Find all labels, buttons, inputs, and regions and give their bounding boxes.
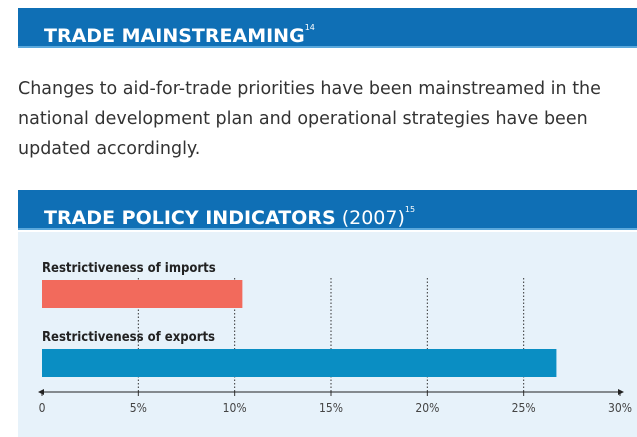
x-tick-label: 25% xyxy=(512,401,536,415)
x-tick-label: 0 xyxy=(39,401,46,415)
x-tick-label: 5% xyxy=(130,401,147,415)
chart-panel xyxy=(18,232,637,437)
chart-year: (2007) xyxy=(341,207,405,229)
bar xyxy=(42,280,243,308)
axis-arrow xyxy=(38,389,44,395)
footnote-ref: 15 xyxy=(404,205,416,214)
footnote-ref: 14 xyxy=(304,23,315,32)
x-tick-label: 15% xyxy=(319,401,343,415)
bar xyxy=(42,349,557,377)
paragraph-line: national development plan and operationa… xyxy=(18,109,588,129)
chart-banner: TRADE POLICY INDICATORS (2007)15 xyxy=(18,190,637,230)
x-tick-label: 10% xyxy=(223,401,247,415)
x-tick-label: 20% xyxy=(415,401,439,415)
section-title: TRADE MAINSTREAMING xyxy=(44,25,305,47)
chart-title: TRADE POLICY INDICATORS xyxy=(44,207,336,229)
bar-label: Restrictiveness of imports xyxy=(42,261,216,276)
section-banner: TRADE MAINSTREAMING14 xyxy=(18,8,637,48)
paragraph: Changes to aid-for-trade priorities have… xyxy=(18,74,601,164)
bar-label: Restrictiveness of exports xyxy=(42,330,215,345)
paragraph-line: Changes to aid-for-trade priorities have… xyxy=(18,79,601,99)
x-tick-label: 30% xyxy=(608,401,632,415)
axis-arrow xyxy=(618,389,624,395)
paragraph-line: updated accordingly. xyxy=(18,139,201,159)
